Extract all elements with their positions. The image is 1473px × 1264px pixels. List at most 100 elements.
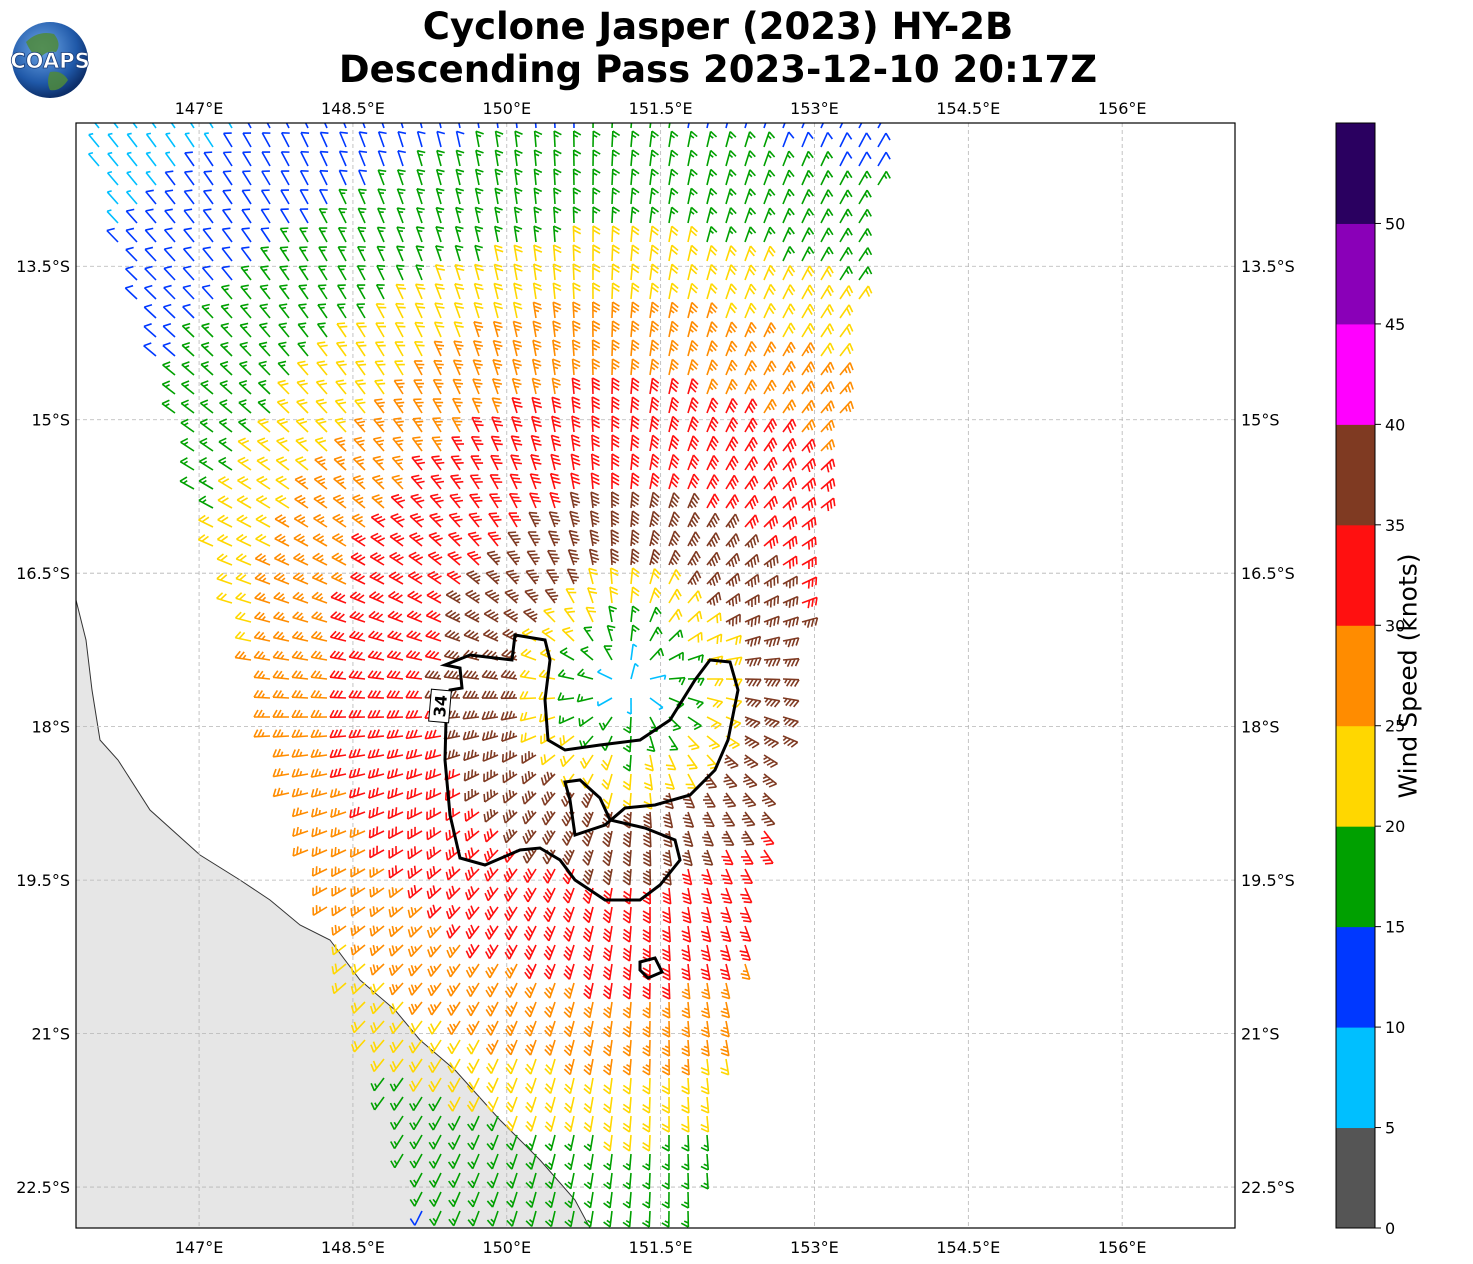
wind-barb: [203, 170, 214, 186]
wind-barb: [514, 130, 523, 148]
wind-barb: [358, 169, 367, 186]
wind-barb: [839, 132, 853, 148]
colorbar-segment: [1336, 926, 1375, 1028]
wind-barb: [668, 123, 673, 129]
wind-barb: [145, 170, 157, 186]
wind-barb: [839, 151, 853, 167]
wind-barb: [533, 149, 543, 167]
wind-barb: [687, 149, 698, 167]
wind-barb: [319, 169, 329, 186]
wind-barb: [533, 130, 543, 148]
wind-barb: [553, 168, 562, 186]
wind-barb: [397, 150, 406, 167]
wind-barb: [222, 170, 233, 186]
wind-barb: [687, 123, 692, 129]
wind-barb: [630, 123, 634, 129]
wind-barb: [494, 149, 504, 167]
wind-barb: [763, 150, 776, 167]
wind-barb: [300, 123, 309, 129]
wind-barb: [378, 123, 385, 129]
wind-barb: [687, 130, 698, 148]
wind-barb: [725, 150, 737, 167]
wind-barb: [87, 151, 100, 167]
wind-barb: [820, 123, 829, 129]
x-tick-top: 151.5°E: [629, 99, 693, 118]
wind-barb: [687, 168, 698, 186]
wind-barb: [261, 170, 271, 186]
chart-subtitle: Descending Pass 2023-12-10 20:17Z: [338, 48, 1098, 91]
x-tick-top: 147°E: [175, 99, 224, 118]
wind-barb: [494, 168, 504, 186]
wind-barb: [763, 169, 776, 186]
wind-barb: [164, 151, 176, 167]
wind-barb: [280, 170, 290, 186]
wind-barb: [455, 168, 465, 186]
wind-barb: [533, 168, 543, 186]
wind-barb: [611, 149, 621, 167]
colorbar-tick: 45: [1385, 315, 1405, 334]
wind-barb: [436, 149, 445, 167]
wind-barb: [280, 131, 290, 148]
wind-barb: [725, 169, 737, 186]
colorbar-segment: [1336, 1027, 1375, 1129]
wind-barb: [744, 123, 751, 129]
wind-barb: [203, 151, 214, 167]
wind-barb: [241, 170, 252, 186]
wind-barb: [184, 132, 195, 148]
wind-barb: [820, 151, 834, 167]
wind-barb: [338, 169, 348, 186]
y-tick-right: 15°S: [1241, 411, 1280, 430]
x-tick-top: 156°E: [1098, 99, 1147, 118]
wind-barb: [475, 123, 480, 129]
y-tick-left: 13.5°S: [16, 257, 70, 276]
wind-barb: [223, 123, 233, 129]
wind-barb: [572, 130, 582, 148]
wind-barb: [592, 168, 601, 186]
wind-barb: [725, 123, 731, 129]
wind-barb: [107, 151, 119, 167]
wind-barb: [145, 132, 157, 148]
wind-barb: [300, 150, 309, 167]
wind-barb: [514, 168, 523, 186]
x-tick-top: 153°E: [790, 99, 839, 118]
wind-barb: [475, 130, 484, 148]
wind-barb: [416, 123, 423, 129]
colorbar-tick: 40: [1385, 415, 1405, 434]
wind-barb: [319, 131, 329, 148]
x-tick-top: 150°E: [482, 99, 531, 118]
wind-barb: [533, 123, 537, 129]
wind-barb: [106, 170, 119, 186]
graticule: [76, 123, 1235, 1228]
wind-barb: [744, 150, 756, 167]
colorbar-tick: 35: [1385, 516, 1405, 535]
wind-barb: [222, 151, 233, 167]
wind-barb: [782, 150, 795, 167]
colorbar-tick: 5: [1385, 1119, 1395, 1138]
wind-barb: [126, 132, 138, 148]
wind-barb: [553, 149, 562, 167]
wind-barb: [668, 130, 679, 148]
y-tick-left: 15°S: [31, 411, 70, 430]
wind-barb: [782, 123, 790, 129]
wind-barb: [572, 149, 582, 167]
wind-barb: [763, 123, 770, 129]
colorbar-tick: 20: [1385, 817, 1405, 836]
wind-barb: [126, 151, 138, 167]
contour-label-box: 34: [428, 688, 452, 724]
colorbar-tick: 50: [1385, 214, 1405, 233]
wind-barb: [242, 132, 252, 148]
wind-barb: [858, 123, 868, 129]
wind-barb: [242, 123, 252, 129]
wind-barb: [649, 130, 659, 148]
wind-barb: [455, 123, 461, 129]
wind-barb: [126, 170, 138, 186]
y-tick-right: 18°S: [1241, 718, 1280, 737]
wind-barb: [858, 151, 872, 167]
wind-barb: [763, 131, 776, 148]
wind-barb: [801, 123, 809, 129]
wind-barb: [107, 132, 119, 148]
wind-barb: [397, 123, 404, 129]
x-tick-bottom: 153°E: [790, 1238, 839, 1257]
logo-text: COAPS: [10, 49, 89, 73]
wind-barb: [281, 123, 290, 129]
